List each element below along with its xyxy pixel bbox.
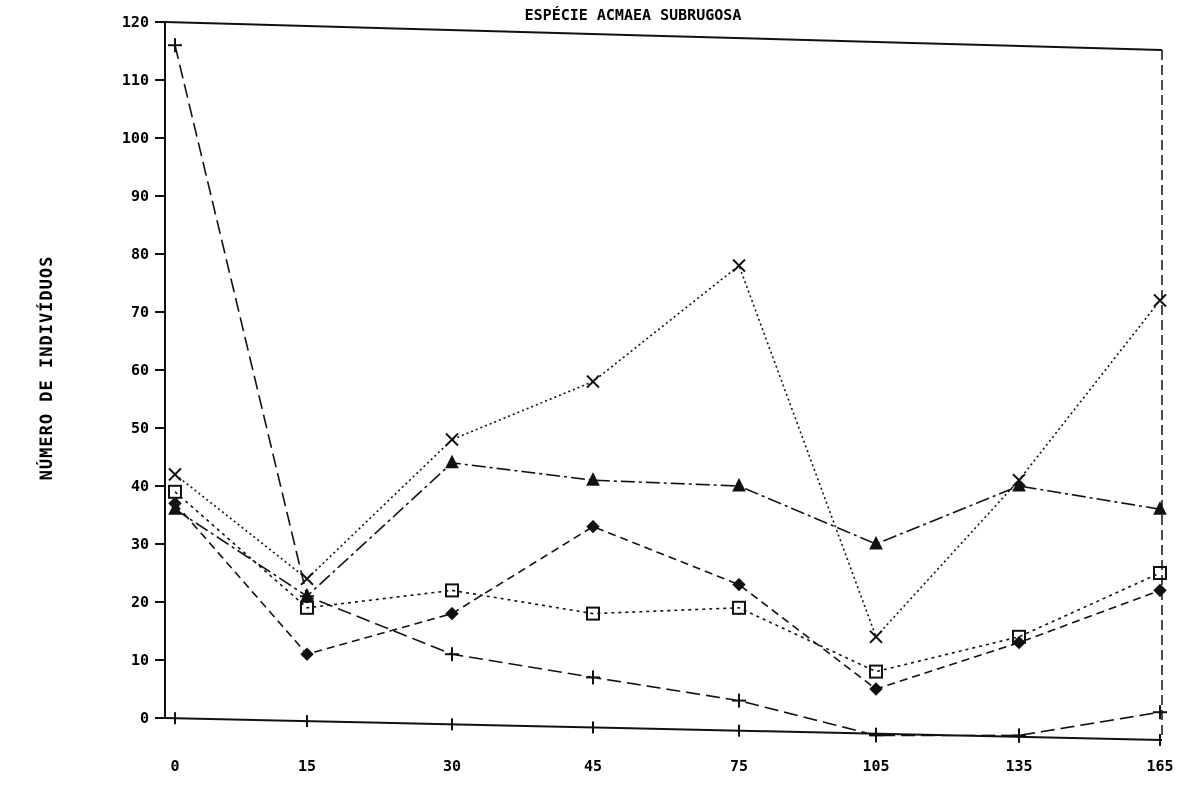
series-4-point-4 xyxy=(586,374,600,389)
series-5-point-4 xyxy=(586,519,600,534)
series-4-point-5 xyxy=(732,258,746,273)
series-4-point-1 xyxy=(168,467,182,482)
series-5-point-5 xyxy=(732,577,746,592)
series-5-point-3 xyxy=(445,606,459,621)
x-tick-label: 45 xyxy=(584,757,602,775)
series-4-point-3 xyxy=(445,432,459,447)
series-group xyxy=(168,38,1167,743)
x-tick-label: 135 xyxy=(1005,757,1032,775)
series-1-point-5 xyxy=(732,693,746,708)
series-3-point-5 xyxy=(732,477,746,492)
series-1-point-1 xyxy=(168,38,182,53)
x-axis-ticks: 0 15 30 45 75 105 135 165 xyxy=(170,712,1174,775)
y-tick-label: 50 xyxy=(131,419,149,437)
series-1-point-7 xyxy=(1012,728,1026,743)
series-2 xyxy=(168,484,1167,679)
y-tick-label: 100 xyxy=(122,129,149,147)
x-tick-label: 75 xyxy=(730,757,748,775)
x-tick-label: 0 xyxy=(170,757,179,775)
series-5-point-8 xyxy=(1153,583,1167,598)
series-4 xyxy=(168,258,1167,644)
series-5-point-2 xyxy=(300,647,314,661)
series-2-line xyxy=(174,491,1161,673)
series-3-line xyxy=(174,461,1161,598)
series-4-point-6 xyxy=(869,630,883,644)
series-2-point-8 xyxy=(1153,566,1167,580)
series-5-point-1 xyxy=(168,496,182,511)
series-3-point-6 xyxy=(869,535,883,550)
x-axis-line xyxy=(164,717,1163,741)
series-4-point-8 xyxy=(1153,293,1167,308)
series-4-point-2 xyxy=(300,572,314,586)
x-tick-label: 165 xyxy=(1146,757,1173,775)
series-4-point-7 xyxy=(1012,473,1026,487)
x-tick-label: 105 xyxy=(862,757,889,775)
series-2-point-2 xyxy=(300,600,314,615)
series-1-point-4 xyxy=(586,670,600,685)
series-2-point-4 xyxy=(586,606,600,621)
y-tick-label: 90 xyxy=(131,187,149,205)
series-5-point-6 xyxy=(869,682,883,696)
series-1-point-8 xyxy=(1153,705,1167,720)
series-3-point-2 xyxy=(300,588,314,602)
series-3-point-4 xyxy=(586,472,600,486)
series-5-point-7 xyxy=(1012,635,1026,650)
top-frame-line xyxy=(164,21,1163,51)
series-3 xyxy=(168,454,1167,602)
y-tick-label: 10 xyxy=(131,651,149,669)
series-5-line xyxy=(174,502,1161,690)
y-tick-label: 120 xyxy=(122,13,149,31)
y-tick-label: 110 xyxy=(122,71,149,89)
series-4-line xyxy=(174,264,1161,639)
series-1-point-3 xyxy=(445,647,459,662)
y-tick-label: 30 xyxy=(131,535,149,553)
y-tick-label: 60 xyxy=(131,361,149,379)
y-tick-label: 80 xyxy=(131,245,149,263)
series-3-point-7 xyxy=(1012,477,1026,492)
x-tick-label: 30 xyxy=(443,757,461,775)
series-2-point-6 xyxy=(869,664,883,679)
y-tick-label: 20 xyxy=(131,593,149,611)
y-tick-label: 70 xyxy=(131,303,149,321)
chart-title: ESPÉCIE ACMAEA SUBRUGOSA xyxy=(525,5,742,24)
series-3-point-8 xyxy=(1153,501,1167,515)
series-1-line xyxy=(174,45,1161,737)
y-tick-label: 0 xyxy=(140,709,149,727)
x-tick-label: 15 xyxy=(298,757,316,775)
series-2-point-5 xyxy=(732,600,746,615)
series-2-point-3 xyxy=(445,583,459,598)
series-3-point-3 xyxy=(445,454,459,469)
y-tick-label: 40 xyxy=(131,477,149,495)
y-axis-label: NÚMERO DE INDIVÍDUOS xyxy=(35,256,57,481)
y-axis-ticks: 0 10 20 30 40 50 60 70 80 90 100 110 120 xyxy=(122,13,165,727)
series-5 xyxy=(168,496,1167,696)
series-1-point-6 xyxy=(869,728,883,743)
series-1 xyxy=(168,38,1167,743)
